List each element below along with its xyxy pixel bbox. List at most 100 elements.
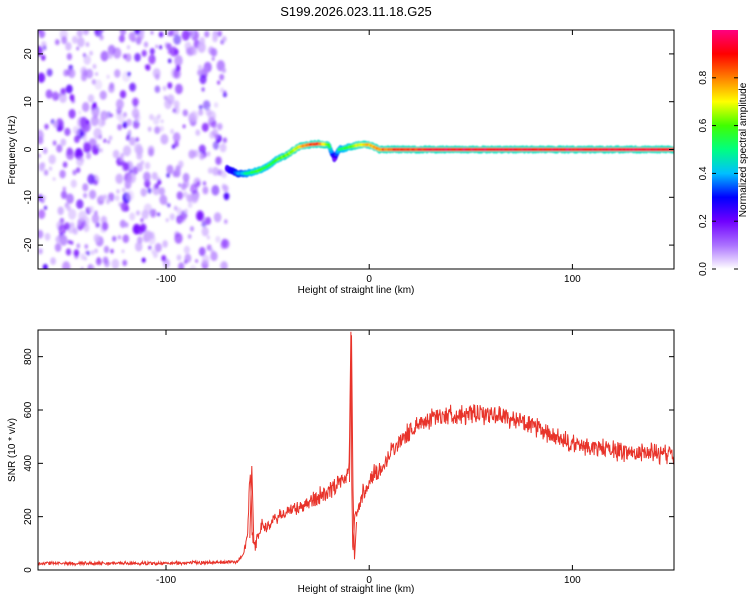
noise-blob [176, 191, 183, 200]
noise-blob [123, 53, 127, 60]
noise-blob [66, 193, 74, 204]
noise-blob [166, 94, 175, 105]
noise-blob [195, 259, 199, 263]
noise-blob [67, 239, 71, 245]
noise-blob [219, 73, 225, 81]
noise-blob [106, 74, 110, 79]
noise-blob [76, 167, 81, 174]
noise-blob [38, 45, 43, 57]
noise-blob [174, 55, 183, 67]
noise-blob [182, 191, 188, 198]
noise-blob [68, 109, 76, 119]
noise-blob [201, 254, 210, 265]
noise-blob [143, 41, 149, 48]
noise-blob [166, 164, 174, 175]
noise-blob [117, 123, 123, 131]
noise-blob [94, 248, 98, 254]
noise-blob [204, 30, 210, 38]
noise-blob [131, 108, 140, 119]
noise-blob [82, 183, 89, 192]
noise-blob [223, 90, 227, 95]
noise-blob [189, 31, 193, 36]
noise-blob [202, 100, 211, 111]
noise-blob [173, 34, 182, 45]
noise-blob [206, 151, 211, 157]
noise-blob [62, 186, 66, 192]
y-tick-label: 400 [23, 455, 34, 472]
noise-blob [71, 35, 78, 44]
noise-blob [85, 68, 94, 79]
y-tick-label: 0 [23, 146, 34, 152]
noise-blob [167, 82, 173, 89]
noise-blob [140, 160, 145, 165]
noise-blob [157, 212, 161, 217]
noise-blob [222, 239, 230, 249]
noise-blob [211, 57, 215, 61]
noise-blob [141, 257, 146, 263]
noise-blob [160, 134, 169, 145]
noise-blob [211, 120, 218, 129]
noise-blob [202, 66, 208, 75]
noise-blob [201, 216, 208, 225]
noise-blob [65, 42, 72, 51]
noise-blob [172, 108, 177, 113]
noise-blob [76, 156, 84, 167]
noise-blob [214, 102, 219, 108]
noise-blob [198, 246, 206, 257]
noise-blob [182, 109, 188, 117]
noise-blob [99, 90, 107, 100]
noise-blob [197, 41, 206, 53]
noise-blob [134, 52, 141, 62]
noise-blob [193, 149, 199, 158]
noise-blob [71, 98, 75, 104]
noise-blob [118, 34, 125, 43]
noise-blob [211, 185, 220, 196]
noise-blob [59, 234, 68, 246]
noise-blob [122, 162, 130, 171]
noise-blob [38, 72, 46, 83]
noise-blob [154, 243, 162, 253]
ridge-core [327, 145, 332, 149]
y-tick-label: 600 [23, 401, 34, 418]
noise-blob [52, 177, 56, 181]
noise-blob [143, 171, 151, 182]
colorbar-ticks: 0.0 0.2 0.4 0.6 0.8 [698, 70, 738, 276]
y-tick-label: 20 [23, 48, 34, 60]
noise-blob [187, 234, 192, 239]
colorbar-tick-label: 0.0 [698, 262, 709, 276]
noise-blob [121, 249, 125, 254]
noise-blob [78, 110, 82, 115]
noise-blob [162, 85, 167, 91]
noise-blob [206, 244, 212, 251]
noise-blob [59, 169, 66, 179]
noise-blob [46, 68, 53, 77]
noise-blob [129, 136, 136, 146]
noise-blob [212, 141, 220, 150]
noise-blob [76, 30, 83, 38]
noise-blob [95, 72, 98, 76]
noise-blob [217, 30, 222, 37]
colorbar-label: Normalized spectral amplitude [738, 82, 749, 217]
noise-blob [165, 218, 169, 223]
noise-blob [95, 223, 99, 228]
noise-blob [101, 221, 109, 231]
noise-blob [140, 188, 147, 197]
noise-blob [72, 227, 78, 235]
noise-blob [120, 201, 129, 212]
noise-blob [43, 169, 49, 176]
noise-blob [126, 118, 132, 127]
noise-blob [135, 137, 140, 143]
noise-blob [66, 204, 71, 212]
noise-blob [136, 162, 144, 172]
noise-blob [158, 187, 165, 196]
noise-blob [198, 144, 206, 155]
noise-blob [42, 147, 48, 155]
noise-blob [202, 181, 206, 186]
noise-blob [219, 143, 227, 153]
noise-blob [217, 123, 223, 131]
noise-blob [81, 73, 87, 82]
noise-blob [83, 55, 91, 65]
noise-blob [53, 121, 58, 128]
noise-blob [44, 123, 49, 130]
noise-blob [54, 243, 62, 252]
